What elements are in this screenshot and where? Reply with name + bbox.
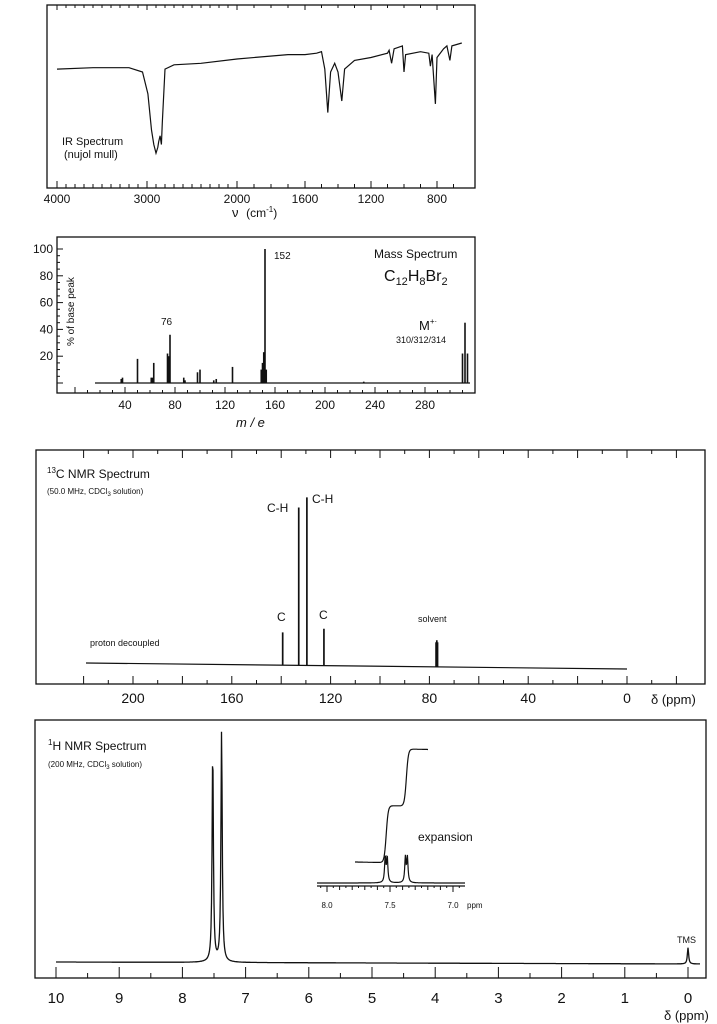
c13-frame [35,449,706,685]
c13-subtitle: (50.0 MHz, CDCl3 solution) [47,487,144,498]
ms-y-tick-label: 40 [40,322,54,336]
h1-inset-tick-label: 8.0 [321,901,333,910]
h1-x-tick-label: 9 [115,990,123,1007]
ir-trace [56,42,462,156]
ms-ylabel: % of base peak [66,276,77,346]
c13-note: proton decoupled [90,638,160,648]
ir-tick-label: 1200 [358,192,385,206]
ms-formula: C12H8Br2 [384,268,448,288]
h1-x-tick-label: 6 [305,990,313,1007]
ms-frame [56,236,476,394]
ms-panel: 40 80 120 160 200 240 280 20 40 60 80 100 % of bas… [33,236,476,430]
ir-title: IR Spectrum [62,136,123,148]
ms-title: Mass Spectrum [374,247,457,261]
h1-inset-ticks: 8.0 7.5 7.0 [320,886,460,910]
ms-y-ticks: 20 40 60 80 100 [33,242,63,384]
h1-title: 1H NMR Spectrum [48,738,146,753]
ms-x-tick-label: 80 [168,398,182,412]
c13-x-tick-label: 0 [623,690,631,706]
h1-inset-integral [355,748,428,863]
h1-x-tick-label: 7 [241,990,249,1007]
c13-title: 13C NMR Spectrum [47,466,150,481]
h1-inset: 8.0 7.5 7.0 expansion ppm [317,748,483,910]
c13-ch-label-1: C-H [267,501,288,515]
ir-tick-label: 4000 [44,192,71,206]
ms-x-tick-label: 120 [215,398,235,412]
c13-x-tick-label: 160 [220,690,244,706]
h1-tms-label: TMS [677,935,696,945]
c13-panel: 200 160 120 80 40 0 13C NMR Spectrum (50.0 MH… [35,449,706,707]
ms-y-tick-label: 20 [40,349,54,363]
h1-trace [56,731,700,965]
h1-inset-tick-label: 7.5 [384,901,396,910]
ms-x-tick-label: 240 [365,398,385,412]
ir-tick-label: 3000 [134,192,161,206]
ir-frame [46,4,476,189]
h1-x-tick-label: 5 [368,990,376,1007]
ir-tick-label: 800 [427,192,447,206]
c13-ch-label-2: C-H [312,492,333,506]
h1-x-ticks: 10 9 8 7 6 5 4 3 2 1 0 [48,967,692,1007]
c13-xlabel: δ (ppm) [651,692,696,707]
ir-panel: 4000 3000 2000 1600 1200 800 IR Spectrum (nuj… [44,4,476,220]
ir-subtitle: (nujol mull) [64,149,118,161]
c13-solvent-label: solvent [418,614,447,624]
h1-inset-label: expansion [418,830,473,844]
c13-x-tick-label: 200 [121,690,145,706]
h1-xlabel: δ (ppm) [664,1008,709,1023]
h1-inset-tick-label: 7.0 [447,901,459,910]
c13-baseline [85,662,628,670]
ms-x-tick-label: 160 [265,398,285,412]
h1-inset-trace [317,854,465,884]
h1-subtitle: (200 MHz, CDCl3 solution) [48,760,142,771]
h1-x-tick-label: 10 [48,990,65,1007]
ir-x-tick-labels: 4000 3000 2000 1600 1200 800 [44,192,448,206]
h1-x-tick-label: 0 [684,990,692,1007]
c13-peaks [281,497,439,667]
c13-x-ticks: 200 160 120 80 40 0 [83,676,677,706]
ms-x-tick-label: 200 [315,398,335,412]
h1-x-tick-label: 3 [494,990,502,1007]
h1-x-tick-label: 4 [431,990,439,1007]
ms-y-tick-label: 80 [40,269,54,283]
ir-x-ticks [56,5,454,188]
h1-x-tick-label: 1 [621,990,629,1007]
ms-base-peak-label: 152 [274,251,291,262]
ms-x-tick-label: 40 [118,398,132,412]
ms-x-ticks: 40 80 120 160 200 240 280 [74,387,463,412]
ir-tick-label: 1600 [292,192,319,206]
h1-frame [34,719,707,979]
ms-molecular-ion-masses: 310/312/314 [396,335,446,345]
c13-c-label-2: C [319,608,328,622]
c13-x-tick-label: 80 [422,690,438,706]
ir-tick-label: 2000 [224,192,251,206]
h1-inset-xlabel: ppm [467,901,483,910]
ms-76-label: 76 [161,317,173,328]
h1-x-tick-label: 2 [557,990,565,1007]
c13-c-label-1: C [277,610,286,624]
h1-panel: 10 9 8 7 6 5 4 3 2 1 0 1H NMR Spectrum (200 MHz, C… [34,719,709,1023]
ms-molecular-ion-label: M+· [419,317,437,333]
ms-x-tick-label: 280 [415,398,435,412]
ms-xlabel: m / e [236,415,265,430]
ir-xlabel: ν (cm-1) [232,205,277,220]
c13-x-tick-label: 40 [520,690,536,706]
ms-y-tick-label: 100 [33,242,53,256]
ms-peaks [120,249,469,383]
h1-x-tick-label: 8 [178,990,186,1007]
c13-top-ticks [83,450,677,458]
ms-y-tick-label: 60 [40,296,54,310]
c13-x-tick-label: 120 [319,690,343,706]
